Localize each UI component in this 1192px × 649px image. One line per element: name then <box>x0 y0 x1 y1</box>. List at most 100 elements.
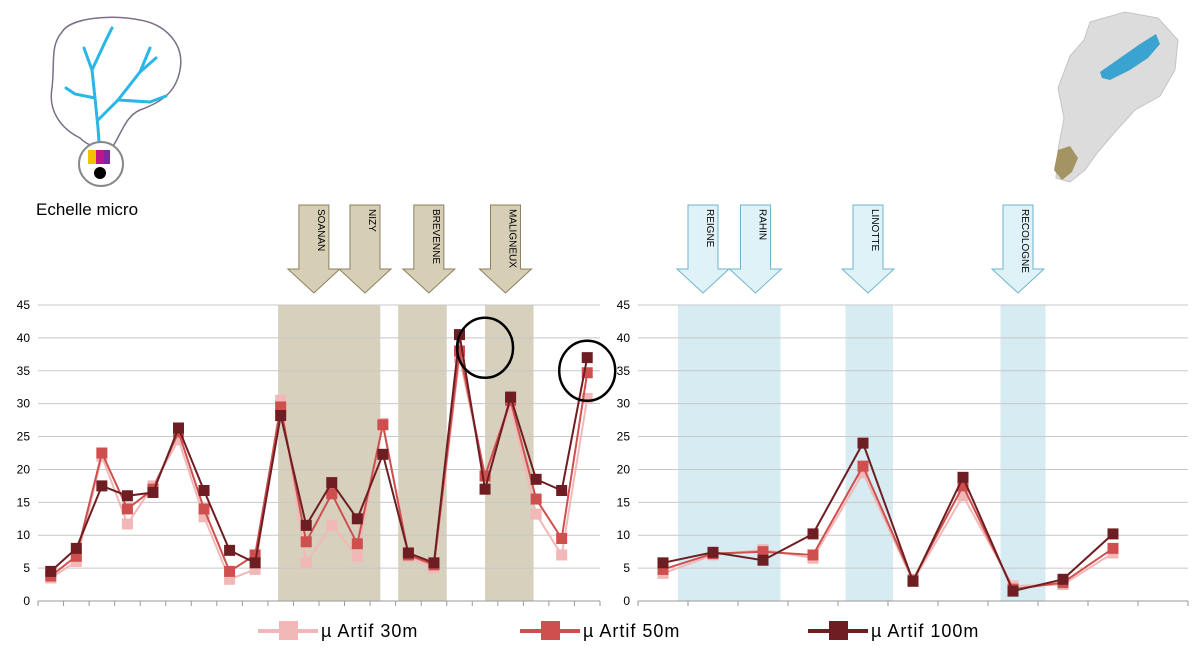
data-point <box>70 550 82 562</box>
data-point <box>1007 585 1019 597</box>
right-chart: 0 5 10 15 20 25 30 35 40 45 REIGNE RAHIN LINOTTE RECO… <box>617 204 1189 608</box>
river-arrow-label: RECOLOGNE <box>1019 209 1030 273</box>
data-point <box>757 546 769 558</box>
legend-label-3: µ Artif 100m <box>871 621 979 641</box>
data-point <box>326 519 338 531</box>
y-tick-label: 15 <box>17 495 31 509</box>
data-point <box>300 536 312 548</box>
data-point <box>121 490 133 502</box>
data-point <box>173 422 184 434</box>
data-point <box>556 484 568 496</box>
y-tick-label: 10 <box>17 528 31 542</box>
y-tick-label: 40 <box>17 331 31 345</box>
y-tick-label: 10 <box>617 528 631 542</box>
y-tick-label: 5 <box>623 561 630 575</box>
river-band-2 <box>1000 305 1046 601</box>
data-point <box>581 352 593 364</box>
data-point <box>757 554 769 566</box>
data-point <box>556 533 568 545</box>
data-point <box>957 471 969 483</box>
data-point <box>121 503 133 515</box>
data-point <box>224 544 236 556</box>
data-point <box>300 519 312 531</box>
data-point <box>198 484 210 496</box>
data-point <box>530 473 542 485</box>
y-tick-label: 30 <box>17 397 31 411</box>
series-line-3 <box>662 440 1114 593</box>
legend-label-2: µ Artif 50m <box>583 621 680 641</box>
data-point <box>907 575 919 587</box>
y-tick-label: 40 <box>617 331 631 345</box>
data-point <box>707 546 719 558</box>
river-arrow-label: LINOTTE <box>869 209 880 252</box>
data-point <box>275 401 287 413</box>
data-point <box>198 511 210 523</box>
data-point <box>857 460 869 472</box>
data-point <box>198 503 210 515</box>
data-point <box>581 367 593 379</box>
river-arrow-label: RAHIN <box>757 209 768 240</box>
data-point <box>479 470 491 482</box>
data-point <box>249 549 261 561</box>
legend-marker-1 <box>279 621 298 640</box>
data-point <box>530 508 542 520</box>
data-point <box>351 538 363 550</box>
y-tick-label: 5 <box>23 561 30 575</box>
series-line-3 <box>50 334 589 573</box>
data-point <box>857 467 869 479</box>
data-point <box>1107 528 1119 540</box>
river-arrow-brevenne <box>401 204 457 294</box>
left-chart: 0 5 10 15 20 25 30 35 40 45 SOANAN NIZY BREVENNE MALI… <box>17 204 617 608</box>
data-point <box>530 493 542 505</box>
data-point <box>807 528 819 540</box>
data-point <box>857 437 869 449</box>
y-tick-label: 35 <box>617 364 631 378</box>
data-point <box>428 557 440 569</box>
highlight-circle-1 <box>557 339 617 403</box>
data-point <box>1107 542 1119 554</box>
data-point <box>275 394 287 406</box>
y-tick-label: 20 <box>17 462 31 476</box>
data-point <box>957 490 969 502</box>
legend-label-1: µ Artif 30m <box>321 621 418 641</box>
river-arrow-soanan <box>286 204 342 294</box>
data-point <box>224 565 236 577</box>
data-point <box>1057 573 1069 585</box>
data-point <box>275 410 287 422</box>
data-point <box>326 477 338 489</box>
data-point <box>224 573 236 585</box>
river-arrow-label: SOANAN <box>315 209 326 251</box>
legend-marker-3 <box>829 621 848 640</box>
y-tick-label: 25 <box>17 430 31 444</box>
y-tick-label: 35 <box>17 364 31 378</box>
river-arrow-label: BREVENNE <box>430 209 441 264</box>
y-tick-label: 30 <box>617 397 631 411</box>
y-tick-label: 0 <box>23 594 30 608</box>
river-band-0 <box>278 305 381 601</box>
y-tick-label: 20 <box>617 462 631 476</box>
river-arrow-maligneux <box>478 204 533 294</box>
y-tick-label: 45 <box>617 298 631 312</box>
data-point <box>351 513 363 525</box>
data-point <box>326 488 338 500</box>
data-point <box>657 557 669 569</box>
data-point <box>402 547 414 559</box>
data-point <box>957 480 969 492</box>
y-tick-label: 45 <box>17 298 31 312</box>
data-point <box>96 480 108 492</box>
region-map-icon <box>1054 11 1179 183</box>
river-arrow-rahin <box>728 204 783 294</box>
data-point <box>505 401 517 413</box>
data-point <box>351 550 363 562</box>
watershed-micro-icon <box>50 16 182 187</box>
data-point <box>45 565 57 577</box>
y-tick-label: 25 <box>617 430 631 444</box>
data-point <box>454 345 465 357</box>
data-point <box>807 549 819 561</box>
y-tick-label: 0 <box>623 594 630 608</box>
river-arrow-reigne <box>675 204 731 294</box>
river-arrow-recologne <box>990 204 1046 294</box>
data-point <box>121 518 133 530</box>
data-point <box>300 557 312 569</box>
